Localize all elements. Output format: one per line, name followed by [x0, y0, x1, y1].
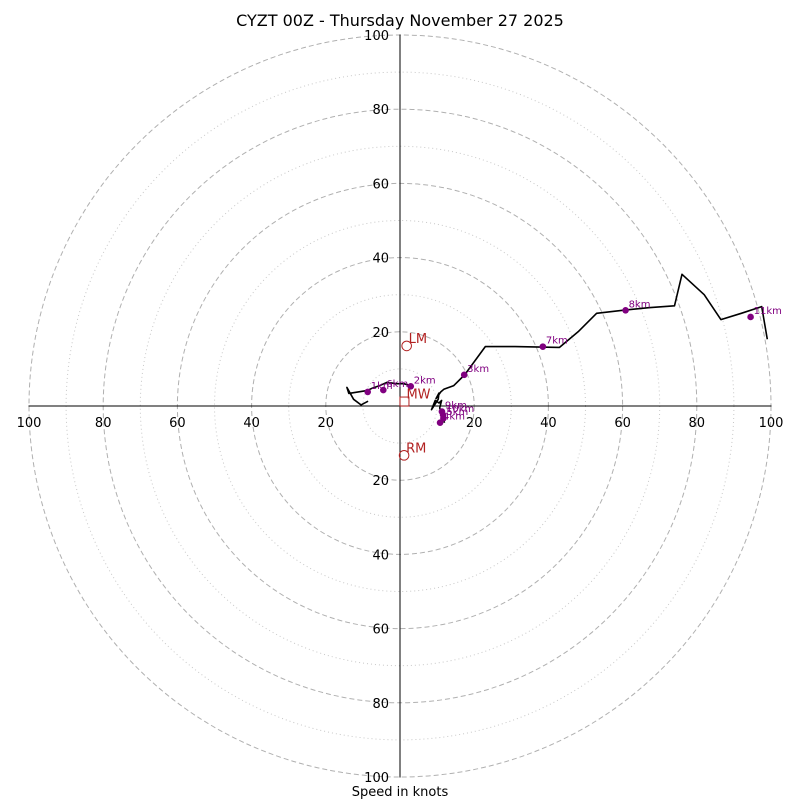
y-tick-label: 60: [372, 177, 389, 192]
storm-motion-marker: [398, 450, 410, 461]
x-tick-label: 100: [759, 416, 784, 431]
height-marker-label: 9km: [445, 401, 467, 412]
y-tick-label: 20: [372, 326, 389, 341]
mean-wind-marker: [399, 396, 410, 407]
motion-marker-label: RM: [406, 441, 426, 456]
x-tick-label: 100: [17, 416, 42, 431]
height-marker-label: 7km: [546, 336, 568, 347]
x-axis-label: Speed in knots: [352, 785, 449, 800]
height-marker-label: 4km: [443, 412, 465, 423]
y-tick-label: 80: [372, 697, 389, 712]
y-tick-label: 20: [372, 474, 389, 489]
height-marker-dot: [622, 306, 629, 314]
storm-motion-markers: LM MW RM: [398, 332, 431, 461]
chart-title: CYZT 00Z - Thursday November 27 2025: [236, 11, 564, 30]
height-marker-dot: [380, 386, 387, 394]
height-marker-label: 8km: [629, 299, 651, 310]
x-tick-label: 40: [243, 416, 260, 431]
y-tick-label: 60: [372, 623, 389, 638]
height-marker-label: 10km: [446, 404, 474, 415]
x-tick-labels: 100 80 60 40 20 20 40 60 80 100: [17, 416, 784, 431]
height-marker-dot: [747, 313, 754, 321]
motion-marker-label: MW: [406, 388, 430, 403]
x-tick-label: 20: [318, 416, 335, 431]
height-marker-label: 2km: [414, 375, 436, 386]
height-marker-dot: [364, 388, 372, 396]
x-tick-label: 80: [95, 416, 112, 431]
height-marker-dot: [407, 383, 415, 390]
height-marker-label: 5km: [446, 407, 468, 418]
x-tick-label: 60: [614, 416, 631, 431]
y-tick-label: 100: [364, 29, 389, 44]
y-tick-label: 80: [372, 103, 389, 118]
x-tick-label: 40: [540, 416, 557, 431]
x-tick-label: 80: [689, 416, 706, 431]
height-marker-label: 6km: [386, 379, 408, 390]
storm-motion-marker: [401, 340, 412, 352]
height-marker-label: 3km: [467, 364, 489, 375]
x-tick-label: 60: [169, 416, 186, 431]
motion-marker-label: LM: [409, 332, 427, 347]
height-marker-label: 1km: [371, 381, 393, 392]
height-marker-label: 11km: [754, 306, 782, 317]
hodograph-trace-upper: [430, 273, 769, 423]
height-marker-dot: [439, 411, 447, 419]
x-tick-label: 20: [466, 416, 483, 431]
hodograph-trace-lower: [346, 381, 412, 406]
y-tick-labels: 100 80 60 40 20 20 40 60 80 100: [364, 29, 389, 786]
height-marker-dot: [460, 371, 468, 379]
y-tick-label: 40: [372, 252, 389, 267]
height-marker-dot: [539, 343, 547, 350]
y-tick-label: 100: [364, 771, 389, 786]
y-tick-label: 40: [372, 548, 389, 563]
